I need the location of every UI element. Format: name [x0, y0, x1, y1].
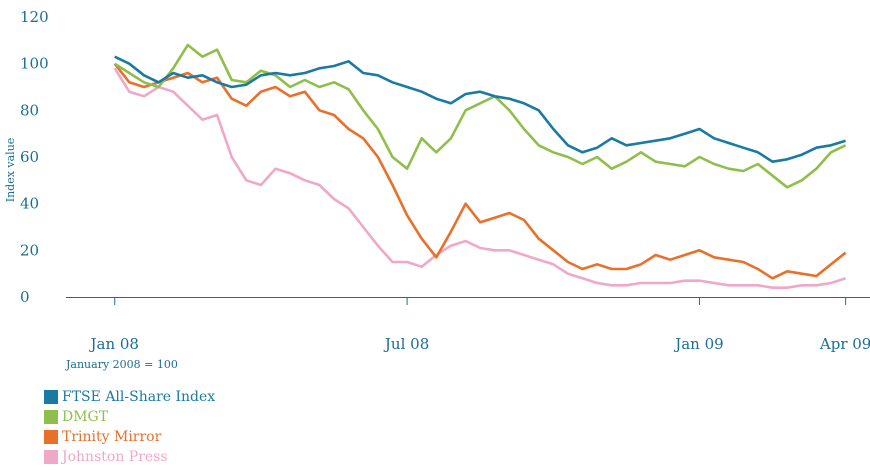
y-tick-label: 120 [20, 8, 49, 26]
y-tick-label: 0 [20, 288, 30, 306]
x-tick-label: Jul 08 [383, 335, 429, 353]
legend-label: DMGT [62, 409, 109, 425]
legend-label: Johnston Press [62, 449, 168, 465]
series-line-ftse-all-share-index [114, 55, 846, 163]
chart-series [113, 43, 847, 289]
y-tick-label: 80 [20, 101, 39, 119]
y-axis-label: Index value [4, 138, 17, 203]
legend-swatch [44, 450, 58, 464]
legend-swatch [44, 430, 58, 444]
legend-item: Trinity Mirror [44, 427, 215, 447]
legend-item: Johnston Press [44, 447, 215, 467]
y-tick-label: 20 [20, 241, 39, 259]
x-tick-label: Apr 09 [819, 335, 870, 353]
legend-swatch [44, 390, 58, 404]
x-tick-label: Jan 08 [88, 335, 138, 353]
y-axis-ticks: 0 20 40 60 80 100 120 [20, 8, 49, 306]
y-tick-label: 60 [20, 148, 39, 166]
chart-note: January 2008 = 100 [65, 358, 178, 371]
x-axis-ticks: Jan 08 Jul 08 Jan 09 Apr 09 [88, 297, 870, 353]
series-line-trinity-mirror [113, 62, 847, 280]
legend-item: DMGT [44, 407, 215, 427]
legend-label: FTSE All-Share Index [62, 389, 216, 405]
series-line-johnston-press [113, 67, 846, 289]
y-tick-label: 100 [20, 55, 49, 73]
series-line-dmgt [114, 43, 847, 189]
legend-label: Trinity Mirror [62, 429, 162, 445]
legend-item: FTSE All-Share Index [44, 387, 215, 407]
legend-swatch [44, 410, 58, 424]
legend: FTSE All-Share Index DMGT Trinity Mirror Jo… [44, 387, 215, 467]
y-tick-label: 40 [20, 195, 39, 213]
x-tick-label: Jan 09 [673, 335, 723, 353]
